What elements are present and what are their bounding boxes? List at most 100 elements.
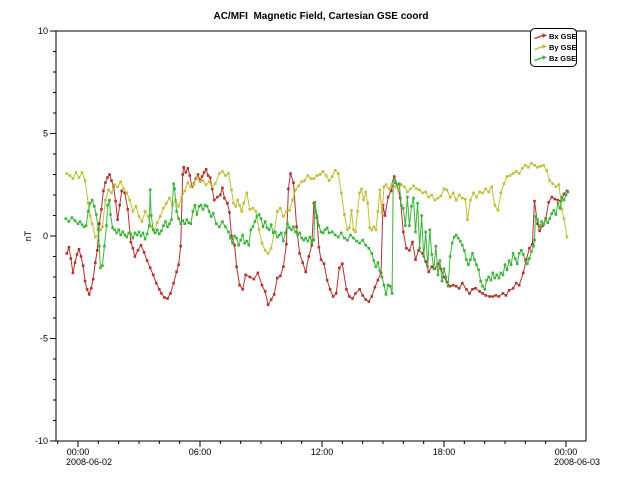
data-point-marker: [295, 225, 298, 229]
data-point-marker: [83, 279, 87, 283]
data-point-marker: [210, 187, 214, 191]
data-series: [64, 161, 570, 307]
data-point-marker: [370, 228, 374, 232]
y-axis-title: nT: [23, 230, 33, 241]
data-point-marker: [444, 275, 448, 279]
data-point-marker: [324, 174, 328, 177]
data-point-marker: [402, 230, 405, 234]
data-point-marker: [151, 228, 155, 232]
data-point-marker: [272, 293, 276, 296]
data-point-marker: [471, 252, 474, 255]
data-point-marker: [550, 212, 554, 215]
data-point-marker: [388, 284, 392, 288]
data-point-marker: [273, 230, 277, 234]
data-point-marker: [565, 235, 569, 239]
data-point-marker: [146, 215, 150, 218]
data-point-marker: [204, 183, 208, 186]
data-point-marker: [554, 185, 558, 189]
y-axis-ticks: 10 5 0 -5 -10: [35, 26, 56, 446]
data-point-marker: [380, 275, 384, 279]
data-point-marker: [343, 213, 346, 216]
data-point-marker: [186, 181, 190, 184]
data-point-marker: [211, 212, 215, 215]
data-point-marker: [372, 259, 376, 262]
data-point-marker: [125, 191, 129, 195]
data-point-marker: [263, 220, 267, 223]
data-point-marker: [318, 173, 322, 176]
data-point-marker: [172, 281, 175, 285]
data-point-marker: [301, 261, 304, 264]
data-point-marker: [451, 191, 455, 195]
data-point-marker: [534, 215, 537, 218]
data-point-marker: [129, 240, 133, 244]
legend-item-bz: Bz GSE: [534, 53, 576, 64]
data-point-marker: [71, 177, 75, 180]
data-point-marker: [509, 263, 513, 266]
series-bz-gse: [64, 179, 570, 296]
data-point-marker: [511, 287, 515, 290]
data-point-marker: [524, 259, 527, 262]
data-point-marker: [410, 205, 413, 208]
data-point-marker: [538, 229, 541, 233]
data-point-marker: [402, 207, 405, 210]
data-point-marker: [101, 225, 104, 229]
data-point-marker: [286, 222, 289, 225]
data-point-marker: [352, 228, 355, 232]
data-point-marker: [230, 234, 233, 238]
data-point-marker: [228, 211, 231, 214]
data-point-marker: [376, 278, 380, 282]
data-point-marker: [374, 265, 378, 268]
data-point-marker: [173, 187, 176, 191]
data-point-marker: [160, 292, 163, 295]
data-point-marker: [104, 181, 107, 184]
data-point-marker: [517, 252, 521, 255]
data-point-marker: [158, 288, 161, 291]
data-point-marker: [539, 165, 542, 168]
data-point-marker: [139, 243, 143, 247]
data-point-marker: [478, 290, 481, 293]
data-point-marker: [271, 231, 275, 235]
data-point-marker: [93, 205, 96, 208]
data-point-marker: [515, 262, 519, 265]
data-point-marker: [416, 201, 419, 205]
data-point-marker: [392, 175, 396, 178]
data-point-marker: [156, 221, 159, 224]
data-point-marker: [91, 277, 95, 281]
data-point-marker: [80, 223, 84, 226]
data-point-marker: [89, 287, 93, 290]
data-point-marker: [378, 269, 382, 273]
data-point-marker: [307, 255, 311, 258]
data-point-marker: [395, 183, 399, 186]
data-point-marker: [406, 190, 409, 194]
data-point-marker: [473, 258, 476, 261]
data-point-marker: [430, 265, 434, 268]
data-point-marker: [528, 247, 531, 250]
data-point-marker: [321, 170, 325, 173]
data-point-marker: [487, 190, 490, 194]
data-point-marker: [122, 187, 125, 191]
data-point-marker: [430, 193, 434, 197]
data-point-marker: [139, 234, 143, 238]
data-point-marker: [448, 195, 452, 199]
data-point-marker: [471, 288, 474, 291]
data-point-marker: [530, 250, 533, 253]
data-point-marker: [501, 273, 505, 277]
data-point-marker: [76, 222, 80, 225]
data-point-marker: [96, 249, 99, 252]
data-point-marker: [242, 201, 245, 205]
data-point-marker: [207, 180, 211, 183]
series-by-gse: [65, 161, 569, 255]
data-point-marker: [327, 179, 331, 182]
data-point-marker: [507, 289, 511, 292]
data-point-marker: [97, 228, 100, 232]
data-point-marker: [101, 264, 104, 267]
data-point-marker: [497, 276, 501, 280]
data-point-marker: [145, 259, 149, 262]
data-point-marker: [292, 225, 295, 229]
data-point-marker: [507, 259, 511, 262]
data-point-marker: [522, 253, 525, 256]
data-point-marker: [241, 233, 244, 237]
data-point-marker: [351, 297, 354, 300]
data-point-marker: [440, 279, 444, 283]
